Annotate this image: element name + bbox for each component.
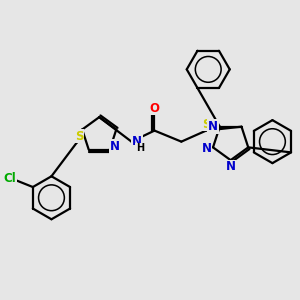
Text: N: N <box>226 160 236 173</box>
Text: O: O <box>149 102 160 115</box>
Text: S: S <box>75 130 83 142</box>
Text: N: N <box>208 120 218 133</box>
Text: N: N <box>132 135 142 148</box>
Text: H: H <box>136 143 144 153</box>
Text: N: N <box>201 142 212 155</box>
Text: Cl: Cl <box>4 172 16 184</box>
Text: S: S <box>202 118 210 130</box>
Text: N: N <box>110 140 120 153</box>
